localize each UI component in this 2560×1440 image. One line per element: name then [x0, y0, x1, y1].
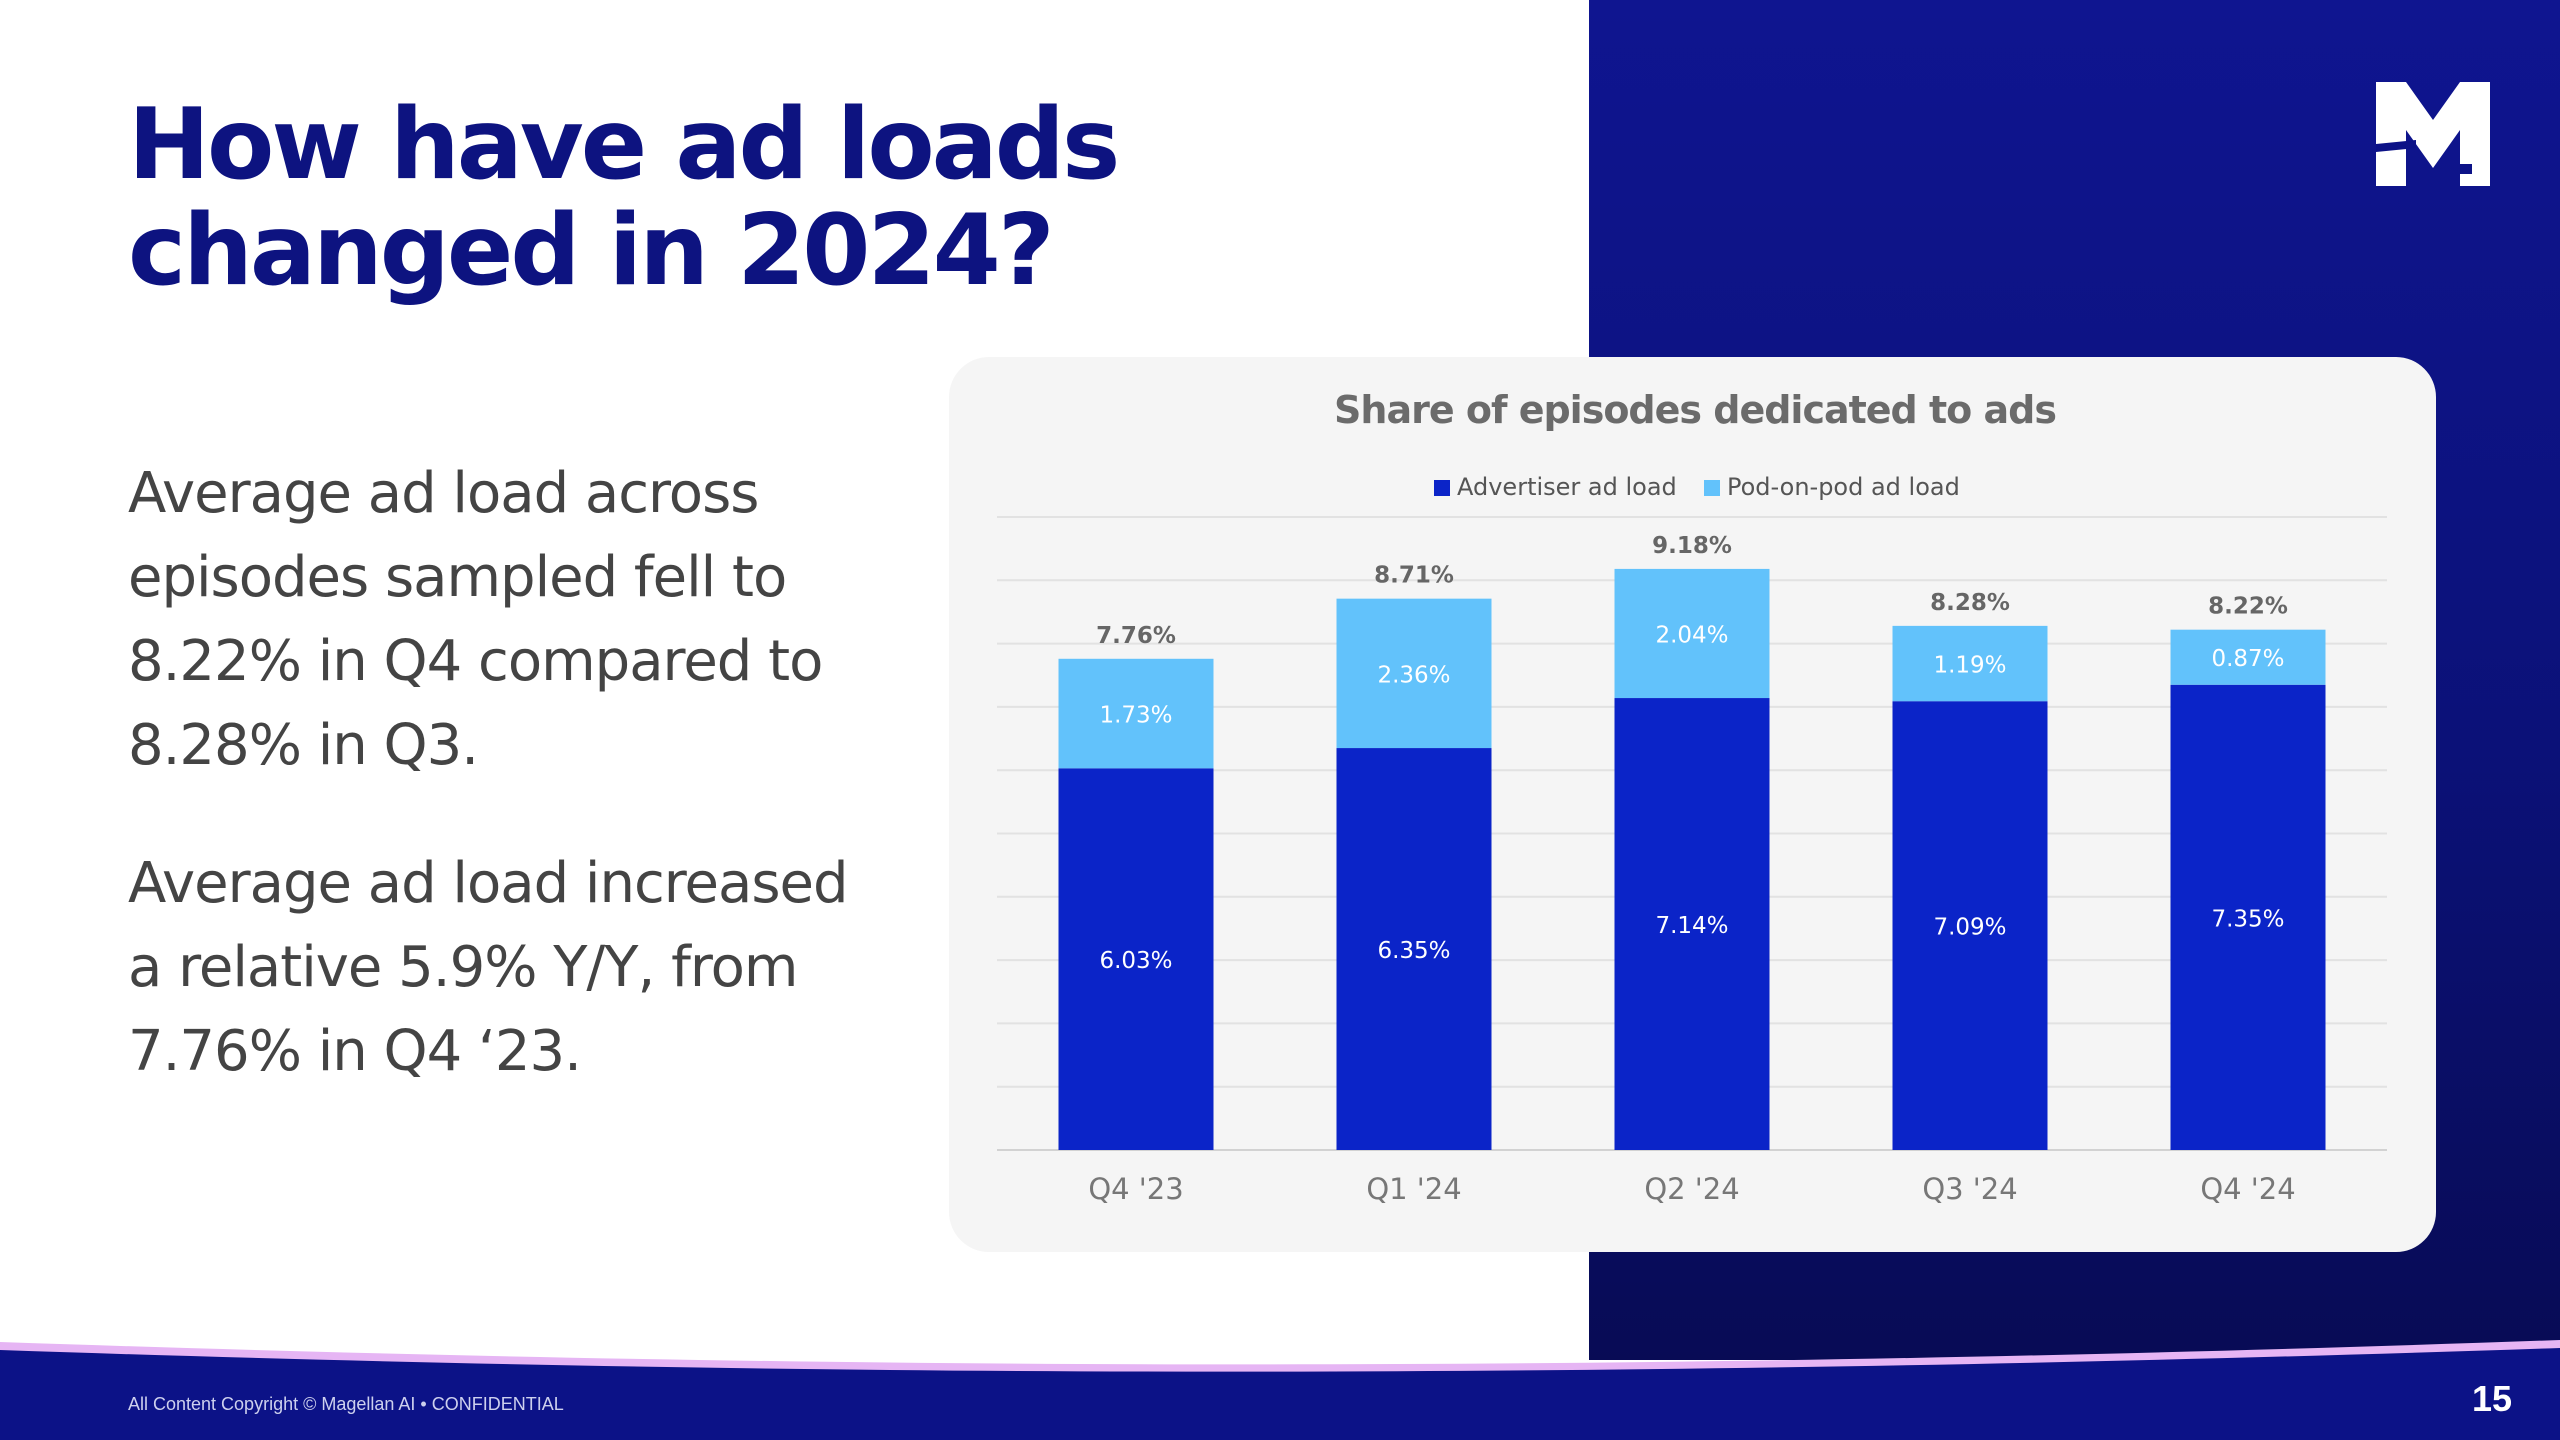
chart-labels: 6.03% 1.73% 7.76% Q4 '23 6.35% 2.36% 8.71% Q1 '… — [1088, 533, 2295, 1206]
page-number: 15 — [2471, 1378, 2512, 1419]
bar-pod-on-pod — [1058, 658, 1214, 769]
stacked-bar-chart: Share of episodes dedicated to ads Adver… — [997, 388, 2387, 1206]
bar-advertiser — [1058, 768, 1214, 1150]
bar-advertiser — [2170, 684, 2326, 1150]
x-tick-label: Q4 '23 — [1088, 1172, 1183, 1206]
copyright-footer: All Content Copyright © Magellan AI • CO… — [128, 1394, 564, 1414]
data-label-pod-on-pod: 2.36% — [1377, 662, 1450, 688]
bar-pod-on-pod — [2170, 629, 2326, 685]
data-label-pod-on-pod: 1.19% — [1933, 653, 2006, 679]
summary-paragraph-q4: Average ad load across episodes sampled … — [128, 461, 823, 778]
summary-paragraph-yoy: Average ad load increased a relative 5.9… — [128, 851, 849, 1084]
total-label: 8.28% — [1930, 590, 2010, 616]
data-label-advertiser: 7.09% — [1933, 915, 2006, 941]
magellan-logo: M — [2376, 82, 2490, 186]
bar-advertiser — [1892, 701, 2048, 1150]
legend-label-pod-on-pod: Pod-on-pod ad load — [1727, 473, 1960, 501]
chart-bars — [1058, 568, 2326, 1150]
chart-card: Share of episodes dedicated to ads Adver… — [949, 357, 2436, 1252]
chart-title: Share of episodes dedicated to ads — [1334, 388, 2056, 432]
data-label-pod-on-pod: 0.87% — [2211, 646, 2284, 672]
page-title: How have ad loads changed in 2024? — [128, 88, 1120, 308]
bar-advertiser — [1336, 748, 1492, 1150]
data-label-advertiser: 7.14% — [1655, 913, 1728, 939]
x-tick-label: Q4 '24 — [2200, 1172, 2295, 1206]
data-label-pod-on-pod: 1.73% — [1099, 703, 1172, 729]
total-label: 8.71% — [1374, 563, 1454, 589]
bar-advertiser — [1614, 698, 1770, 1150]
data-label-pod-on-pod: 2.04% — [1655, 622, 1728, 648]
x-tick-label: Q1 '24 — [1366, 1172, 1461, 1206]
bar-pod-on-pod — [1614, 568, 1770, 699]
data-label-advertiser: 6.03% — [1099, 948, 1172, 974]
bar-pod-on-pod — [1892, 625, 2048, 702]
bar-pod-on-pod — [1336, 598, 1492, 749]
x-tick-label: Q2 '24 — [1644, 1172, 1739, 1206]
total-label: 9.18% — [1652, 533, 1732, 559]
legend-swatch-pod-on-pod — [1704, 480, 1720, 496]
data-label-advertiser: 7.35% — [2211, 906, 2284, 932]
legend-label-advertiser: Advertiser ad load — [1457, 473, 1677, 501]
data-label-advertiser: 6.35% — [1377, 938, 1450, 964]
footer-wave — [0, 1340, 2560, 1440]
legend-swatch-advertiser — [1434, 480, 1450, 496]
total-label: 7.76% — [1096, 623, 1176, 649]
x-tick-label: Q3 '24 — [1922, 1172, 2017, 1206]
total-label: 8.22% — [2208, 594, 2288, 620]
